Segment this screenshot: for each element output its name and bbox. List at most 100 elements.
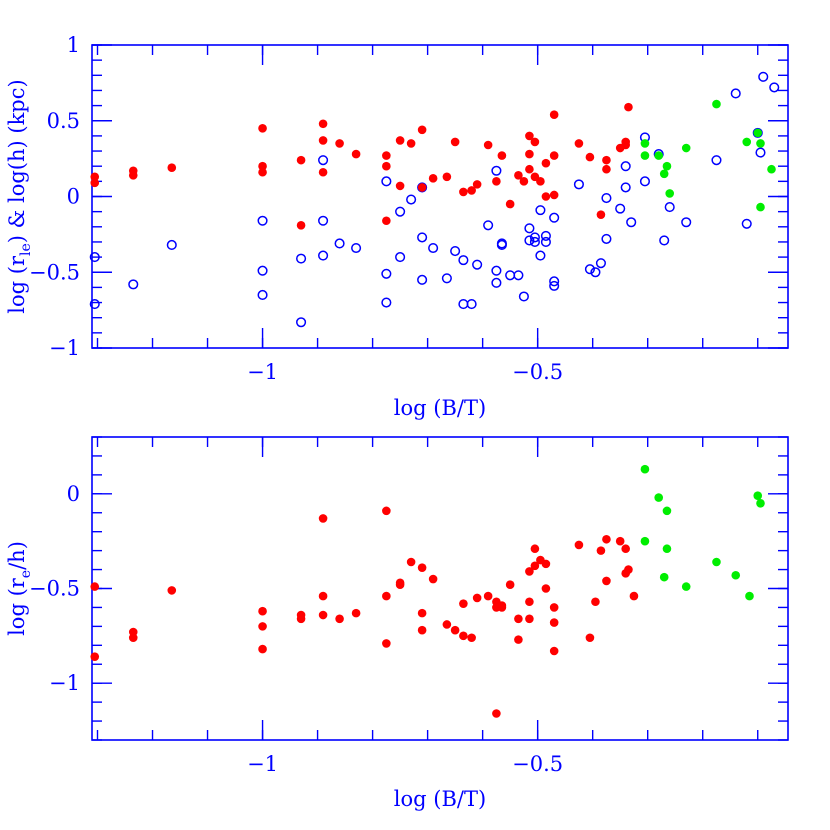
data-point: [730, 88, 741, 99]
data-point: [753, 491, 763, 501]
data-point: [296, 220, 306, 230]
data-point: [458, 299, 469, 310]
data-point: [620, 182, 631, 193]
data-point: [395, 252, 406, 263]
x-axis-label: log (B/T): [394, 396, 486, 420]
data-point: [514, 614, 523, 624]
data-point: [296, 155, 306, 165]
data-point: [296, 317, 307, 328]
data-point: [681, 217, 692, 228]
y-tick-label: 0: [67, 482, 80, 506]
data-point: [382, 216, 391, 226]
data-point: [450, 625, 460, 635]
data-point: [450, 245, 461, 257]
data-point: [491, 277, 502, 288]
data-point: [514, 635, 523, 644]
series-0: [90, 506, 639, 718]
y-tick-label: −1: [49, 336, 80, 360]
y-tick-label: 0.5: [47, 109, 80, 133]
data-point: [681, 582, 691, 591]
series-1: [90, 102, 633, 230]
data-point: [128, 170, 138, 180]
data-point: [318, 514, 328, 523]
data-point: [525, 164, 534, 174]
y-axis-label: log (rle) & log(h) (kpc): [5, 79, 34, 313]
y-tick-label: 1: [67, 33, 80, 57]
data-point: [483, 591, 493, 601]
data-point: [585, 633, 595, 643]
data-point: [664, 202, 675, 213]
data-point: [525, 614, 534, 624]
data-point: [549, 190, 559, 200]
data-point: [541, 158, 551, 168]
data-point: [428, 574, 438, 584]
data-point: [472, 259, 483, 270]
data-point: [258, 644, 267, 654]
data-point: [530, 561, 540, 571]
data-point: [742, 137, 752, 147]
data-point: [258, 161, 267, 171]
data-point: [665, 189, 675, 198]
x-tick-label: −1: [247, 752, 278, 776]
data-point: [472, 593, 482, 603]
data-point: [417, 125, 427, 135]
data-point: [595, 258, 606, 269]
data-point: [90, 178, 100, 188]
data-point: [257, 289, 268, 301]
data-point: [467, 186, 476, 195]
data-point: [712, 557, 721, 567]
data-point: [395, 181, 405, 191]
data-point: [626, 217, 637, 228]
data-point: [620, 161, 631, 172]
data-point: [296, 253, 307, 264]
top-panel: −1 −0.5 −1 −0.5 0 0.5 1 log (B/T) log (rle) & lo…: [5, 33, 789, 420]
data-point: [525, 131, 534, 141]
data-point: [540, 230, 551, 241]
y-axis-label: log (re/h): [5, 541, 34, 636]
data-point: [640, 464, 650, 474]
y-tick-label: −0.5: [29, 577, 80, 601]
data-point: [442, 172, 452, 182]
data-point: [441, 273, 452, 284]
data-point: [513, 270, 524, 281]
data-point: [335, 614, 344, 624]
data-point: [491, 265, 502, 276]
data-point: [318, 119, 328, 129]
data-point: [601, 192, 612, 204]
data-point: [406, 557, 416, 567]
data-point: [351, 608, 361, 618]
data-point: [497, 151, 507, 160]
data-point: [167, 586, 177, 595]
data-point: [406, 139, 416, 148]
data-point: [659, 235, 670, 246]
data-point: [258, 622, 267, 631]
data-point: [497, 603, 507, 612]
data-point: [525, 567, 534, 576]
data-point: [529, 232, 540, 243]
data-point: [492, 177, 501, 186]
data-point: [549, 603, 559, 612]
data-point: [756, 139, 765, 148]
data-point: [417, 232, 428, 243]
data-point: [602, 155, 611, 165]
data-point: [351, 242, 362, 254]
data-point: [334, 238, 345, 249]
data-point: [590, 267, 601, 278]
data-point: [258, 124, 267, 133]
data-point: [258, 606, 267, 616]
data-point: [662, 161, 672, 171]
data-point: [629, 591, 639, 601]
data-point: [128, 633, 138, 643]
data-point: [382, 591, 391, 601]
data-point: [624, 102, 633, 112]
data-point: [549, 618, 559, 627]
data-point: [459, 631, 468, 641]
data-point: [90, 582, 100, 591]
data-point: [659, 572, 669, 582]
x-tick-label: −0.5: [512, 752, 563, 776]
data-point: [496, 238, 507, 249]
data-point: [753, 128, 763, 138]
data-point: [417, 563, 427, 572]
y-tick-label: 0: [67, 185, 80, 209]
